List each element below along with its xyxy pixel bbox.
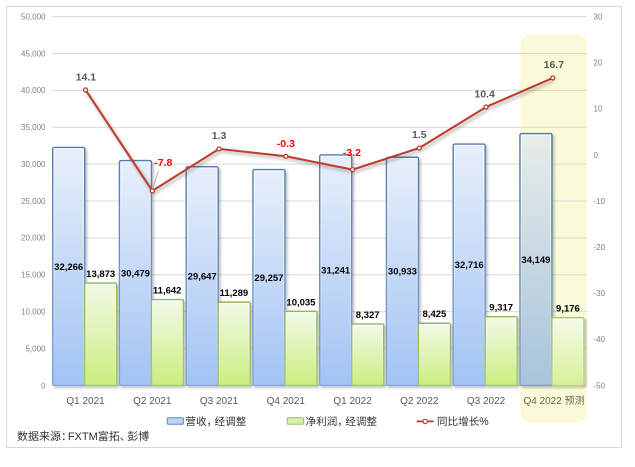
svg-text:Q3 2022: Q3 2022	[467, 396, 506, 407]
svg-text:-10: -10	[594, 197, 606, 206]
svg-text:30,000: 30,000	[21, 160, 46, 169]
svg-text:8,327: 8,327	[356, 310, 380, 321]
svg-text:20,000: 20,000	[21, 234, 46, 243]
svg-text:31,241: 31,241	[321, 266, 351, 277]
svg-text:Q1 2021: Q1 2021	[66, 396, 105, 407]
svg-text:Q4 2022: Q4 2022	[523, 396, 564, 407]
svg-text:FXTM: FXTM	[68, 431, 98, 443]
svg-text:8,425: 8,425	[423, 309, 447, 320]
svg-text:29,647: 29,647	[188, 271, 217, 282]
svg-text:32,716: 32,716	[455, 260, 484, 271]
svg-text:0: 0	[41, 381, 46, 390]
svg-text:14.1: 14.1	[76, 71, 97, 83]
svg-text:10,000: 10,000	[21, 308, 46, 317]
svg-text:15,000: 15,000	[21, 271, 46, 280]
svg-text:11,642: 11,642	[153, 285, 182, 296]
svg-text:40,000: 40,000	[21, 86, 46, 95]
svg-text:9,317: 9,317	[489, 303, 513, 314]
svg-text:-30: -30	[594, 289, 606, 298]
svg-text:30: 30	[594, 12, 603, 21]
svg-text:-0.3: -0.3	[277, 138, 295, 150]
svg-text:13,873: 13,873	[86, 269, 115, 280]
svg-text:1.3: 1.3	[212, 130, 227, 142]
svg-text:Q2 2022: Q2 2022	[400, 396, 439, 407]
svg-text:Q4 2021: Q4 2021	[267, 396, 306, 407]
svg-text:16.7: 16.7	[544, 59, 565, 71]
svg-text:%: %	[479, 416, 489, 428]
svg-text:20: 20	[594, 59, 603, 68]
svg-text:32,266: 32,266	[54, 262, 83, 273]
svg-text:45,000: 45,000	[21, 49, 46, 58]
svg-text:10,035: 10,035	[286, 297, 316, 308]
svg-text:Q2 2021: Q2 2021	[133, 396, 172, 407]
svg-text:9,176: 9,176	[556, 304, 580, 315]
svg-text:30,933: 30,933	[388, 267, 417, 278]
svg-text:10.4: 10.4	[474, 89, 495, 101]
svg-text:Q3 2021: Q3 2021	[200, 396, 239, 407]
svg-text:10: 10	[594, 105, 603, 114]
svg-text:-50: -50	[594, 381, 606, 390]
svg-text:-20: -20	[594, 243, 606, 252]
svg-text:1.5: 1.5	[412, 129, 427, 141]
svg-text:-7.8: -7.8	[154, 157, 172, 169]
svg-text:29,257: 29,257	[254, 273, 283, 284]
svg-text:0: 0	[594, 151, 599, 160]
svg-text:-3.2: -3.2	[343, 147, 361, 159]
svg-text:35,000: 35,000	[21, 123, 46, 132]
svg-text:30,479: 30,479	[121, 268, 150, 279]
svg-text:25,000: 25,000	[21, 197, 46, 206]
svg-text:Q1 2022: Q1 2022	[333, 396, 372, 407]
svg-text:-40: -40	[594, 335, 606, 344]
svg-text:11,289: 11,289	[220, 288, 249, 299]
svg-text:5,000: 5,000	[25, 344, 46, 353]
svg-text:50,000: 50,000	[21, 12, 46, 21]
svg-text:34,149: 34,149	[521, 255, 550, 266]
